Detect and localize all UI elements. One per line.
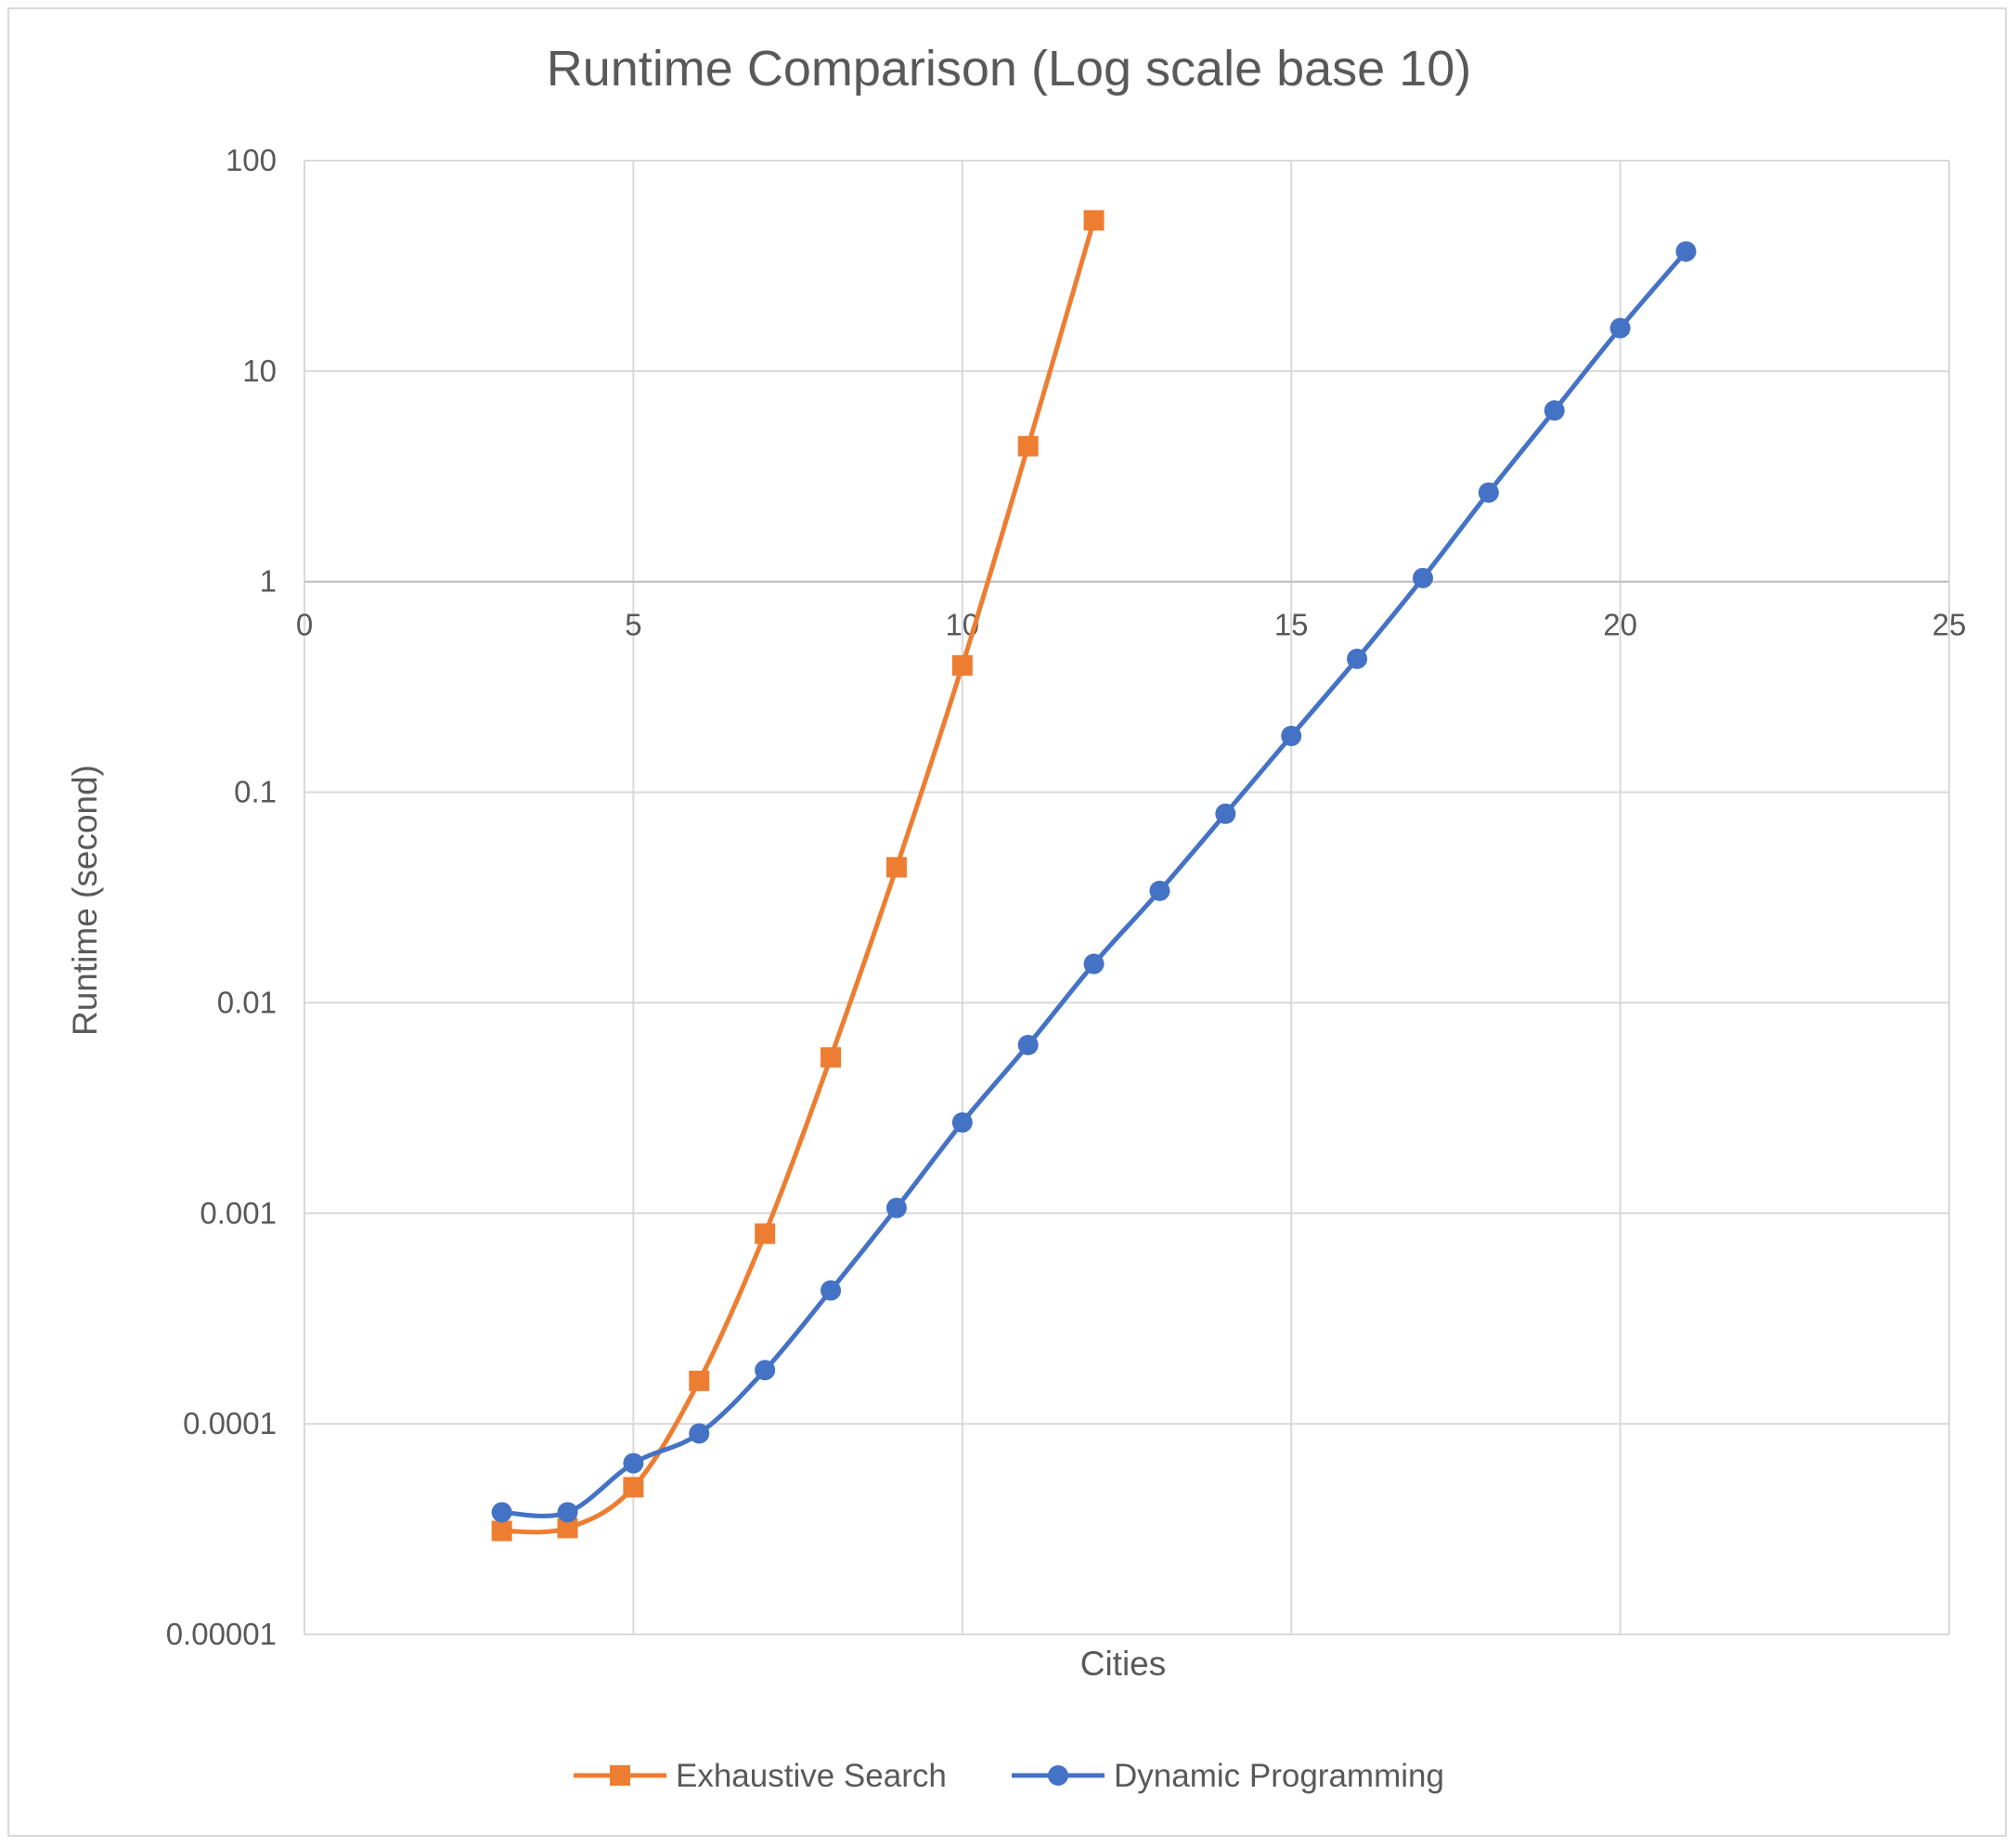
data-point [1609,317,1631,339]
data-point [755,1223,776,1245]
data-point [951,1112,973,1133]
legend-item: Exhaustive Search [574,1758,947,1794]
data-point [1017,1034,1039,1055]
legend-item: Dynamic Programming [1012,1758,1444,1794]
y-tick-label: 1 [260,564,277,599]
data-point [821,1047,842,1068]
data-point [1017,435,1039,457]
data-point [689,1370,710,1391]
data-point [1478,482,1499,503]
legend-marker [610,1765,630,1786]
data-point [491,1502,512,1523]
series-layer [491,210,1697,1542]
legend-label: Exhaustive Search [676,1758,947,1794]
data-point [491,1520,512,1542]
data-point [1347,648,1368,669]
data-point [885,1197,907,1219]
x-axis-ticks: 0 5 10 15 20 25 [296,608,1967,642]
line-chart: Runtime Comparison (Log scale base 10) 1… [66,41,1967,1794]
data-point [623,1477,644,1498]
data-point [1675,240,1697,262]
legend-label: Dynamic Programming [1114,1758,1444,1794]
x-axis-label: Cities [1080,1645,1167,1683]
data-point [1083,210,1105,231]
x-tick-label: 20 [1603,608,1637,642]
chart-frame: Runtime Comparison (Log scale base 10) 1… [7,7,2007,1837]
y-axis-label: Runtime (second) [66,765,104,1036]
data-point [623,1452,644,1474]
data-point [1412,567,1433,588]
y-tick-label: 100 [226,143,277,177]
y-tick-label: 0.00001 [166,1617,277,1651]
data-point [821,1280,842,1301]
data-point [1149,880,1170,901]
x-tick-label: 5 [625,608,641,642]
data-point [689,1423,710,1444]
data-point [1083,953,1105,975]
y-axis-ticks: 100 10 1 0.1 0.01 0.001 0.0001 0.00001 [166,143,277,1651]
gridlines [304,160,1950,1635]
data-point [1544,400,1565,421]
x-tick-label: 15 [1274,608,1309,642]
y-tick-label: 0.0001 [183,1406,277,1440]
series-dynamic-programming [491,240,1697,1523]
series-line [501,219,1096,1535]
data-point [951,654,973,676]
y-tick-label: 0.001 [200,1195,277,1230]
data-point [557,1502,578,1523]
data-point [1281,725,1302,746]
legend-marker [1048,1765,1068,1786]
y-tick-label: 0.01 [217,985,277,1019]
x-tick-label: 25 [1932,608,1967,642]
chart-title: Runtime Comparison (Log scale base 10) [547,41,1472,97]
data-point [557,1517,578,1539]
legend: Exhaustive Search Dynamic Programming [574,1758,1444,1794]
y-tick-label: 0.1 [234,775,277,809]
x-tick-label: 0 [296,608,313,642]
series-exhaustive-search [491,210,1105,1542]
data-point [885,857,907,878]
data-point [755,1360,776,1381]
y-tick-label: 10 [242,354,277,388]
series-line [501,250,1688,1518]
data-point [1215,803,1236,824]
